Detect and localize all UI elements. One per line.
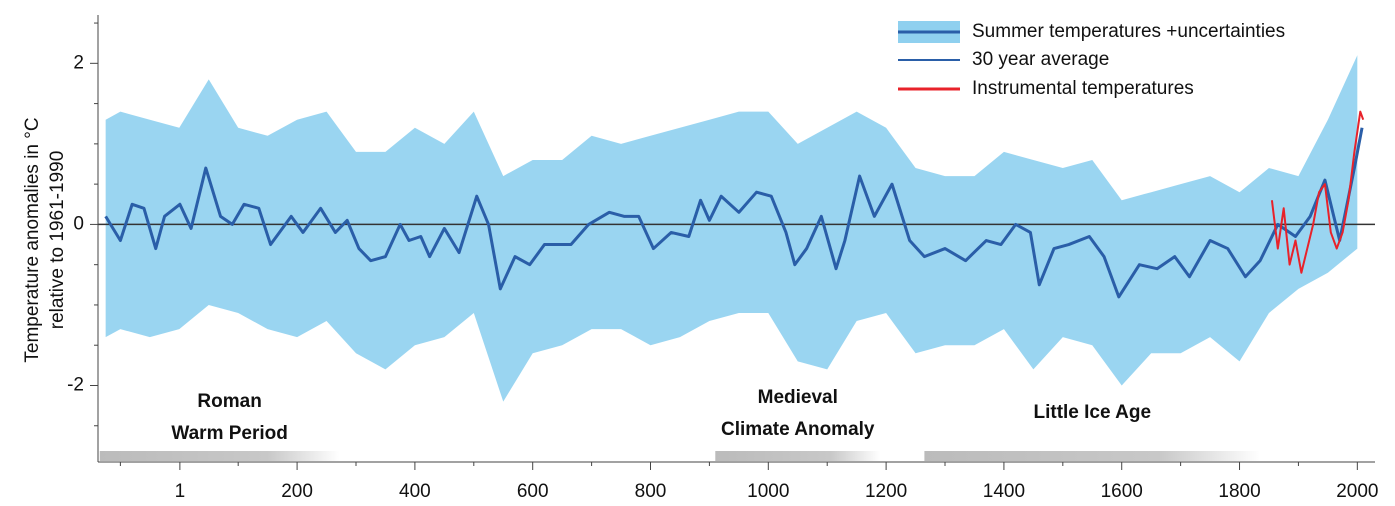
legend-label: Instrumental temperatures — [972, 78, 1194, 99]
y-axis-label: relative to 1961-1990 — [47, 151, 68, 330]
period-label: Roman — [197, 391, 261, 412]
line — [104, 127, 1364, 299]
x-tick-label: 1400 — [983, 481, 1025, 502]
x-tick-label: 1800 — [1218, 481, 1260, 502]
x-tick-label: 800 — [635, 481, 667, 502]
y-tick-label: 0 — [73, 213, 84, 234]
uncertainty-band — [105, 55, 1358, 402]
period-label: Climate Anomaly — [721, 419, 875, 440]
legend-label: Summer temperatures +uncertainties — [972, 21, 1285, 42]
y-tick-label: 2 — [73, 52, 84, 73]
period-label: Medieval — [758, 387, 838, 408]
x-tick-label: 1000 — [747, 481, 789, 502]
x-tick-label: 2000 — [1336, 481, 1378, 502]
period-label: Little Ice Age — [1033, 402, 1151, 423]
x-tick-label: 400 — [399, 481, 431, 502]
y-axis-label: Temperature anomalies in °C — [22, 117, 43, 362]
period-bar — [924, 451, 1261, 461]
y-tick-label: -2 — [67, 375, 84, 396]
line — [1270, 110, 1365, 274]
period-bar — [99, 451, 340, 461]
x-tick-label: 200 — [281, 481, 313, 502]
x-tick-label: 1600 — [1101, 481, 1143, 502]
x-tick-label: 600 — [517, 481, 549, 502]
period-bar — [715, 451, 881, 461]
x-tick-label: 1 — [175, 481, 186, 502]
period-label: Warm Period — [171, 423, 288, 444]
legend-label: 30 year average — [972, 49, 1109, 70]
x-tick-label: 1200 — [865, 481, 907, 502]
